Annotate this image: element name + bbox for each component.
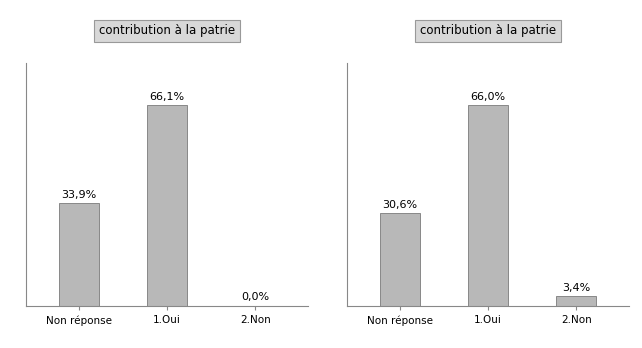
Bar	[380, 213, 419, 306]
Text: 3,4%: 3,4%	[562, 283, 591, 293]
Text: 33,9%: 33,9%	[61, 190, 96, 200]
Text: 66,1%: 66,1%	[150, 92, 184, 102]
Text: 0,0%: 0,0%	[241, 292, 269, 302]
Bar	[59, 203, 98, 306]
Text: contribution à la patrie: contribution à la patrie	[99, 24, 235, 38]
Bar	[557, 296, 596, 306]
Text: 66,0%: 66,0%	[471, 92, 505, 102]
Text: 30,6%: 30,6%	[382, 200, 417, 210]
Bar	[468, 105, 508, 306]
Bar	[147, 105, 187, 306]
Text: contribution à la patrie: contribution à la patrie	[420, 24, 556, 38]
